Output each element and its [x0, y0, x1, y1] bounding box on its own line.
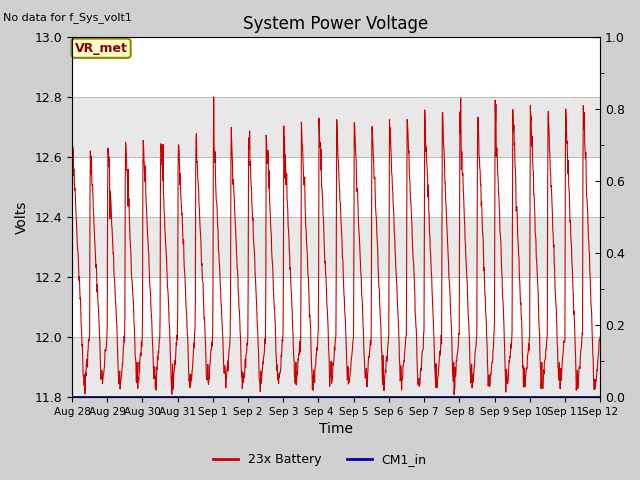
Bar — [72, 277, 600, 337]
Bar — [72, 157, 600, 217]
Text: No data for f_Sys_volt1: No data for f_Sys_volt1 — [3, 12, 132, 23]
Title: System Power Voltage: System Power Voltage — [243, 15, 429, 33]
Bar — [72, 97, 600, 157]
Y-axis label: Volts: Volts — [15, 201, 29, 234]
Bar — [72, 37, 600, 97]
Text: VR_met: VR_met — [75, 42, 127, 55]
Bar — [72, 337, 600, 397]
Legend: 23x Battery, CM1_in: 23x Battery, CM1_in — [208, 448, 432, 471]
Bar — [72, 217, 600, 277]
X-axis label: Time: Time — [319, 422, 353, 436]
